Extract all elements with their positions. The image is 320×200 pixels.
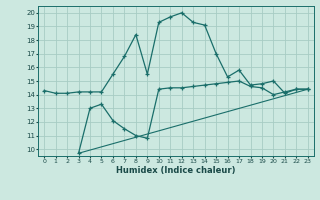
X-axis label: Humidex (Indice chaleur): Humidex (Indice chaleur) — [116, 166, 236, 175]
